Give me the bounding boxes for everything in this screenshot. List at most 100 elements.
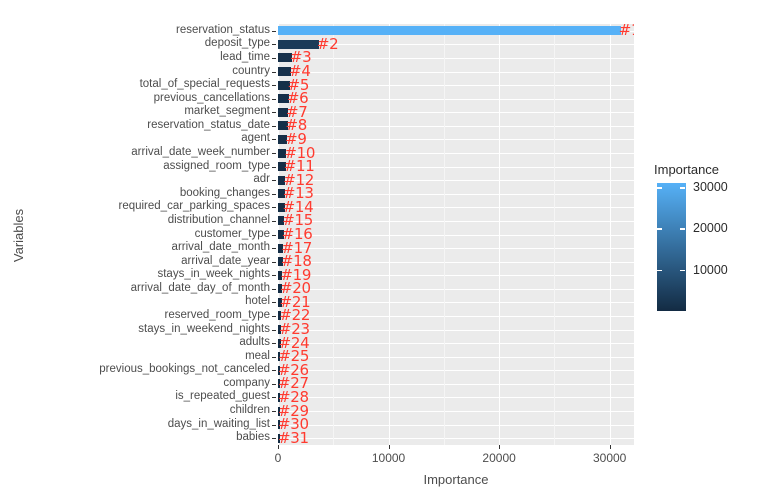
bar (278, 134, 288, 144)
gridline-horizontal (278, 288, 634, 290)
y-axis-tick-mark (272, 30, 276, 32)
y-axis-tick-mark (272, 234, 276, 236)
x-axis-tick-mark (388, 445, 390, 449)
gridline-horizontal (278, 302, 634, 304)
gridline-horizontal (278, 166, 634, 168)
gridline-vertical-major (609, 24, 611, 445)
y-axis-tick-label: assigned_room_type (163, 159, 270, 172)
gridline-horizontal (278, 180, 634, 182)
x-axis-tick-label: 0 (274, 451, 282, 465)
bar (278, 406, 280, 416)
gridline-horizontal (278, 57, 634, 59)
gridline-horizontal (278, 98, 634, 100)
bar-rank-label: #24 (278, 333, 310, 352)
bar (278, 379, 280, 389)
gridline-horizontal (278, 356, 634, 358)
gridline-vertical-minor (443, 24, 445, 445)
y-axis-tick-mark (272, 98, 276, 100)
gridline-horizontal (278, 44, 634, 46)
bar-rank-label: #29 (278, 401, 309, 420)
legend-body: 10000 20000 30000 (654, 180, 764, 313)
bar-rank-label: #28 (278, 387, 309, 406)
gridline-horizontal (278, 220, 634, 222)
bar-rank-label: #18 (280, 252, 312, 271)
y-axis-tick-mark (272, 275, 276, 277)
legend-colorbar (657, 183, 686, 311)
bar (278, 107, 288, 117)
y-axis-tick-mark (272, 288, 276, 290)
y-axis-tick-label: babies (236, 431, 270, 444)
bar (278, 26, 621, 36)
y-axis-tick-mark (272, 397, 276, 399)
gridline-horizontal (278, 71, 634, 73)
y-axis-tick-mark (272, 139, 276, 141)
y-axis-tick-mark (272, 207, 276, 209)
legend-tick-label: 10000 (693, 262, 728, 277)
x-axis-tick-label: 20000 (482, 451, 516, 465)
gridline-vertical-minor (554, 24, 556, 445)
gridline-horizontal (278, 207, 634, 209)
bar (278, 39, 319, 49)
gridline-horizontal (278, 234, 634, 236)
y-axis-tick-label: company (223, 376, 270, 389)
legend-tick-label: 30000 (693, 180, 728, 195)
gridline-horizontal (278, 329, 634, 331)
y-axis-tick-mark (272, 153, 276, 155)
gridline-horizontal (278, 438, 634, 440)
x-axis: 0 10000 20000 30000 (0, 445, 766, 471)
bar (278, 148, 287, 158)
y-axis-tick-mark (272, 315, 276, 317)
x-axis-title-text: Importance (423, 472, 489, 487)
gridline-horizontal (278, 125, 634, 127)
bar (278, 80, 290, 90)
y-axis-tick-mark (272, 302, 276, 304)
bar-rank-label: #11 (283, 157, 315, 176)
bar (278, 420, 280, 430)
legend: Importance 10000 20000 30000 (654, 162, 764, 313)
y-axis-tick-label: hotel (245, 295, 270, 308)
bar-rank-label: #14 (282, 197, 314, 216)
bar (278, 121, 288, 131)
legend-title: Importance (654, 162, 720, 177)
bar-rank-label: #4 (289, 62, 311, 81)
gridline-horizontal (278, 261, 634, 263)
y-axis-tick-label: reservation_status (176, 23, 270, 36)
bar-rank-label: #13 (282, 184, 314, 203)
legend-tick-mark (680, 187, 685, 189)
gridline-horizontal (278, 411, 634, 413)
bar-rank-label: #6 (286, 89, 309, 108)
bar (278, 338, 281, 348)
x-axis-title: Importance (278, 472, 634, 487)
y-axis-tick-mark (272, 343, 276, 345)
y-axis-tick-mark (272, 329, 276, 331)
y-axis-tick-label: children (229, 404, 270, 417)
bar (278, 284, 282, 294)
x-axis-tick-mark (609, 445, 611, 449)
y-axis-tick-labels: reservation_status deposit_type lead_time c… (0, 23, 276, 445)
y-axis-tick-label: arrival_date_day_of_month (130, 281, 270, 294)
y-axis-tick-label: stays_in_week_nights (157, 268, 270, 281)
y-axis-tick-mark (272, 125, 276, 127)
legend-tick-mark (657, 187, 662, 189)
legend-tick-mark (680, 228, 685, 230)
bar (278, 325, 281, 335)
y-axis-tick-label: booking_changes (179, 186, 270, 199)
y-axis-tick-label: market_segment (184, 105, 270, 118)
y-axis-tick-label: adults (239, 336, 270, 349)
y-axis-tick-label: arrival_date_month (171, 241, 270, 254)
bar-rank-label: #7 (285, 102, 308, 121)
y-axis-tick-label: reservation_status_date (147, 118, 270, 131)
bar (278, 94, 289, 104)
y-axis-tick-mark (272, 411, 276, 413)
gridline-vertical-minor (333, 24, 335, 445)
bar (278, 202, 285, 212)
y-axis-tick-label: reserved_room_type (164, 308, 270, 321)
bar (278, 365, 280, 375)
y-axis-tick-mark (272, 112, 276, 114)
bar (278, 270, 283, 280)
gridline-vertical-major (388, 24, 390, 445)
y-axis-tick-mark (272, 383, 276, 385)
y-axis-tick-label: required_car_parking_spaces (118, 200, 270, 213)
gridline-horizontal (278, 153, 634, 155)
y-axis-tick-label: days_in_waiting_list (167, 417, 270, 430)
